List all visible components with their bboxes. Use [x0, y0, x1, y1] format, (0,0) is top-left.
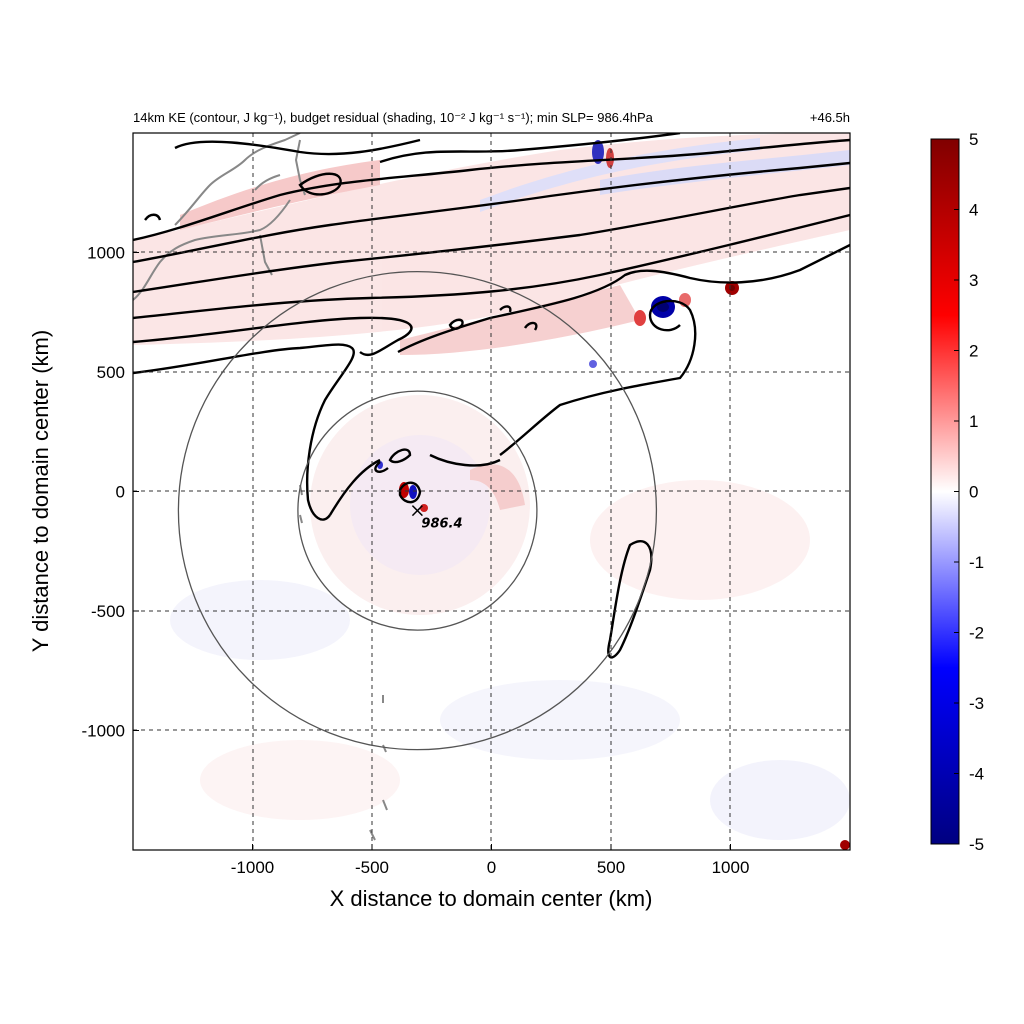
x-tick-label: 0 — [487, 858, 496, 877]
colorbar-tick-label: -4 — [969, 765, 984, 784]
range-ring — [177, 270, 658, 751]
colorbar-tick-label: -1 — [969, 553, 984, 572]
x-tick-label: 500 — [597, 858, 625, 877]
y-tick-label: 1000 — [87, 244, 125, 263]
colorbar-tick-label: 5 — [969, 130, 978, 149]
range-rings — [177, 270, 658, 751]
ke-contours — [133, 133, 850, 659]
plot-area: 986.4 — [133, 133, 850, 850]
x-tick-label: -1000 — [231, 858, 274, 877]
y-tick-label: 0 — [116, 483, 125, 502]
storm-center: 986.4 — [411, 505, 463, 532]
colorbar-tick-label: 0 — [969, 483, 978, 502]
y-tick-label: -1000 — [82, 722, 125, 741]
time-label: +46.5h — [810, 110, 850, 125]
chart-title: 14km KE (contour, J kg⁻¹), budget residu… — [133, 110, 654, 125]
storm-marker-stroke — [411, 505, 423, 517]
colorbar-tick-label: -5 — [969, 835, 984, 854]
x-tick-label: -500 — [355, 858, 389, 877]
x-axis: -1000 -500 0 500 1000 — [231, 844, 750, 877]
colorbar-tick-label: 2 — [969, 342, 978, 361]
y-axis-label: Y distance to domain center (km) — [28, 330, 53, 652]
colorbar-tick-label: -3 — [969, 694, 984, 713]
colorbar: 5 4 3 2 1 0 -1 -2 -3 -4 -5 — [930, 130, 984, 854]
colorbar-tick-label: 4 — [969, 201, 978, 220]
colorbar-tick-label: 1 — [969, 412, 978, 431]
x-tick-label: 1000 — [712, 858, 750, 877]
colorbar-tick-label: -2 — [969, 624, 984, 643]
range-ring — [297, 390, 538, 631]
y-axis: -1000 -500 0 500 1000 — [82, 244, 139, 741]
x-axis-label: X distance to domain center (km) — [330, 886, 653, 911]
y-tick-label: 500 — [97, 363, 125, 382]
colorbar-ticks: 5 4 3 2 1 0 -1 -2 -3 -4 -5 — [954, 130, 984, 854]
storm-center-label: 986.4 — [421, 517, 462, 532]
y-tick-label: -500 — [91, 602, 125, 621]
colorbar-tick-label: 3 — [969, 271, 978, 290]
